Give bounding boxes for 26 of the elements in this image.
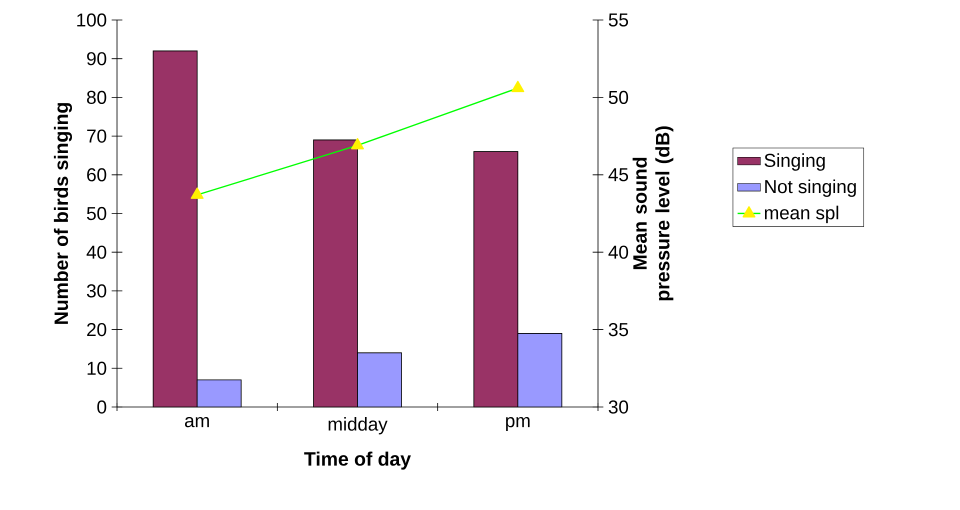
- y-tick-label: 70: [87, 129, 106, 143]
- y-tick-label: 40: [86, 246, 106, 259]
- y-tick-label: 0: [97, 400, 106, 414]
- x-tick-label: am: [185, 417, 209, 428]
- y2-tick-label: 40: [608, 246, 628, 259]
- y-tick-label: 60: [87, 168, 106, 182]
- y2-tick-label: 50: [608, 90, 628, 104]
- y-axis-title: Number of birds singing: [54, 103, 72, 324]
- y-tick-label: 100: [77, 13, 106, 27]
- y-tick-label: 90: [87, 52, 106, 66]
- x-axis-title: Time of day: [304, 452, 411, 470]
- x-tick-label: pm: [506, 417, 530, 431]
- legend-label: Singing: [764, 153, 825, 171]
- y2-tick-label: 45: [608, 168, 628, 182]
- y2-tick-label: 30: [608, 400, 628, 414]
- x-tick-label: midday: [328, 417, 388, 434]
- y-tick-label: 50: [86, 206, 106, 220]
- y2-axis-title: Mean sound pressure level (dB): [632, 126, 674, 300]
- y2-tick-label: 55: [608, 13, 628, 27]
- y2-tick-label: 35: [608, 322, 628, 336]
- y-tick-label: 20: [87, 322, 106, 336]
- y-tick-label: 80: [87, 90, 106, 104]
- legend-label: mean spl: [764, 206, 838, 224]
- y-tick-label: 30: [86, 284, 106, 298]
- y-tick-label: 10: [88, 362, 106, 375]
- legend-label: Not singing: [765, 179, 856, 197]
